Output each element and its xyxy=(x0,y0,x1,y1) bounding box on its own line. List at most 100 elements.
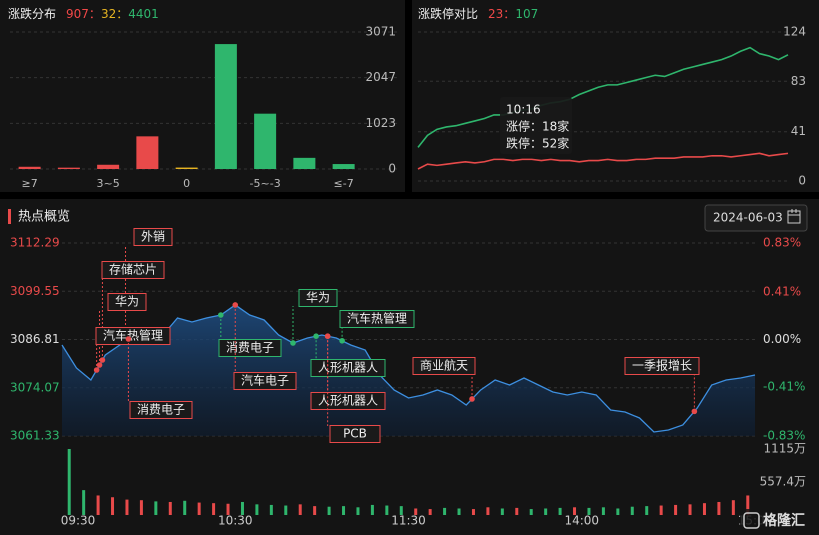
volume-bar xyxy=(313,506,317,515)
annotation-label: 一季报增长 xyxy=(632,358,692,373)
bar xyxy=(332,164,355,169)
annotation-dot xyxy=(218,312,224,318)
volume-bar xyxy=(385,505,389,515)
annotation-box xyxy=(329,425,381,443)
summary-count: 32 xyxy=(101,7,116,21)
y2-tick-label: 0.83% xyxy=(763,236,801,250)
volume-bar xyxy=(154,501,158,515)
annotation-label: 商业航天 xyxy=(420,358,468,373)
annotation-box xyxy=(298,289,338,307)
annotation-label: 人形机器人 xyxy=(318,361,378,375)
x-tick-label: 3~5 xyxy=(97,177,120,190)
summary-count: 907 xyxy=(66,7,89,21)
title-accent xyxy=(8,209,11,224)
volume-bar xyxy=(515,507,519,515)
y-tick-label: 0 xyxy=(798,174,806,188)
annotation-dot xyxy=(691,408,698,415)
series-line xyxy=(417,46,789,148)
y-tick-label: 41 xyxy=(791,124,806,138)
volume-bar xyxy=(500,508,504,515)
y-tick-label: 0 xyxy=(388,162,396,176)
annotation-label: 人形机器人 xyxy=(318,394,378,408)
annotation-box xyxy=(339,310,415,328)
volume-bar xyxy=(471,509,475,515)
summary-count: 4401 xyxy=(128,7,159,21)
annotation-box xyxy=(107,293,147,311)
annotation-label: 汽车热管理 xyxy=(103,328,163,343)
watermark-logo xyxy=(743,512,760,529)
calendar-icon[interactable] xyxy=(787,209,801,224)
volume-bar xyxy=(298,504,302,515)
volume-bar xyxy=(529,509,533,515)
annotation-label: 华为 xyxy=(115,295,139,309)
y-tick-label: 83 xyxy=(791,74,806,88)
annotation-dot xyxy=(324,333,331,339)
volume-bar xyxy=(96,495,100,515)
annotation-box xyxy=(310,359,386,377)
volume-bar xyxy=(255,504,259,515)
volume-bar xyxy=(399,506,403,515)
index-line xyxy=(61,304,756,433)
panel-title: 涨跌停对比 xyxy=(418,6,478,21)
y-tick-label: 1023 xyxy=(365,116,396,130)
volume-bar xyxy=(573,507,577,515)
x-tick-label: 09:30 xyxy=(61,514,96,528)
panel-header: 涨跌停对比 23：107 xyxy=(418,6,538,21)
panel-header: 涨跌分布 907：32：4401 xyxy=(8,6,159,21)
volume-bar xyxy=(226,503,230,515)
volume-bar xyxy=(356,507,360,515)
volume-bar xyxy=(659,505,663,515)
panel xyxy=(0,0,405,192)
date-picker[interactable] xyxy=(704,204,808,232)
y-tick-label: 3099.55 xyxy=(10,284,60,298)
volume-bar xyxy=(630,506,634,515)
volume-bar xyxy=(269,504,273,515)
annotation-label: PCB xyxy=(343,427,367,441)
volume-bar xyxy=(457,508,461,515)
volume-bar xyxy=(746,495,750,515)
y2-tick-label: -0.83% xyxy=(763,429,805,443)
x-tick-label: 11:30 xyxy=(391,514,426,528)
annotation-dot xyxy=(96,362,103,368)
annotation-label: 汽车热管理 xyxy=(347,311,407,326)
volume-bar xyxy=(544,508,548,515)
date: 2024-06-03 xyxy=(713,211,783,225)
volume-bar xyxy=(558,507,562,515)
y-tick-label: 2047 xyxy=(365,70,396,84)
y-tick-label: 3086.81 xyxy=(10,332,60,346)
bar xyxy=(293,157,316,169)
volume-bar xyxy=(327,506,331,515)
panel-title: 热点概览 xyxy=(18,209,70,225)
y-tick-label: 3112.29 xyxy=(10,236,60,250)
volume-bar xyxy=(284,505,288,515)
annotation-dot xyxy=(232,302,239,308)
volume-bar xyxy=(183,500,187,515)
volume-bar xyxy=(645,506,649,515)
volume-bar xyxy=(240,501,244,515)
x-tick-label: -5~-3 xyxy=(250,177,281,190)
annotation-box xyxy=(95,327,171,345)
volume-bar xyxy=(731,500,735,515)
annotation-label: 华为 xyxy=(306,291,330,305)
separator: ： xyxy=(89,7,101,21)
volume-bar xyxy=(414,508,418,515)
y-tick-label: 3061.33 xyxy=(10,429,60,443)
annotation-label: 存储芯片 xyxy=(109,262,157,277)
annotation-label: 外销 xyxy=(141,230,165,244)
volume-bar xyxy=(674,504,678,515)
volume-bar xyxy=(342,506,346,515)
tooltip xyxy=(500,97,572,154)
y-tick-label: 3071 xyxy=(365,25,396,39)
annotation-label: 消费电子 xyxy=(226,341,274,355)
tooltip-line: 跌停：52家 xyxy=(506,136,569,151)
tooltip-line: 涨停：18家 xyxy=(506,119,569,134)
bar xyxy=(97,164,120,169)
volume-bar xyxy=(428,509,432,515)
volume-bar xyxy=(67,449,71,515)
bar xyxy=(254,113,277,169)
y-tick-label: 124 xyxy=(783,25,806,39)
separator: ： xyxy=(503,7,515,21)
bar xyxy=(18,166,41,169)
volume-bar xyxy=(688,504,692,515)
